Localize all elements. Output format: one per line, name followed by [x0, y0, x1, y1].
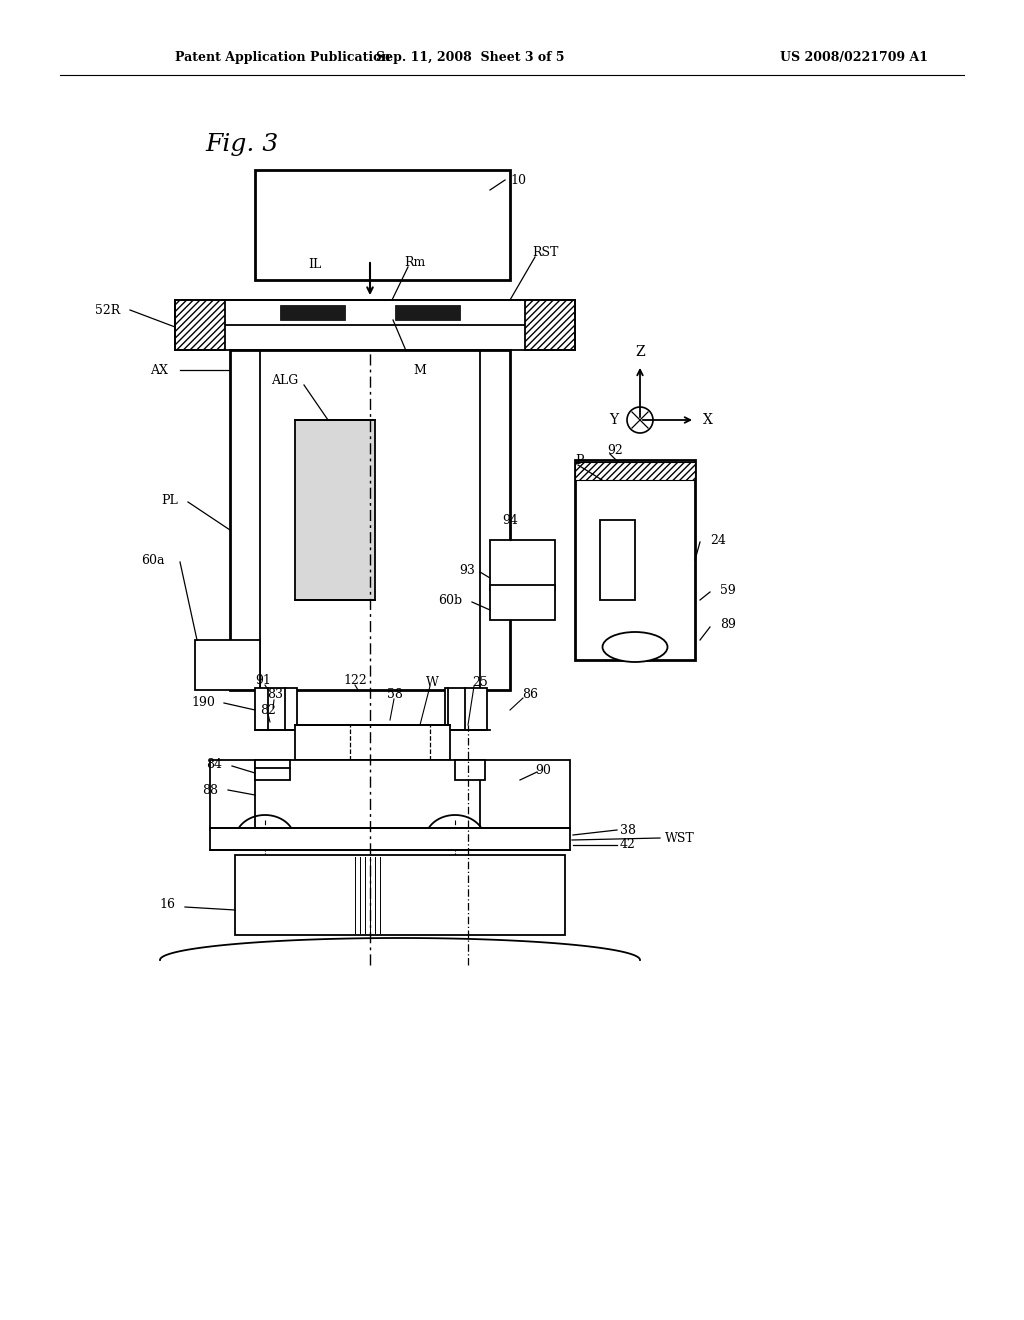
Text: 59: 59: [720, 583, 736, 597]
Text: ALG: ALG: [270, 374, 298, 387]
Text: M: M: [414, 363, 426, 376]
Bar: [255, 760, 290, 780]
Bar: [575, 459, 695, 660]
Text: Y: Y: [609, 413, 618, 426]
Text: Patent Application Publication: Patent Application Publication: [175, 51, 390, 65]
Bar: [255, 688, 297, 730]
Text: 84: 84: [206, 759, 222, 771]
Text: 82: 82: [260, 704, 275, 717]
Ellipse shape: [602, 632, 668, 663]
Text: 93: 93: [459, 564, 475, 577]
Text: Z: Z: [635, 345, 645, 359]
Bar: [445, 688, 487, 730]
Text: 58: 58: [387, 689, 402, 701]
Text: IL: IL: [308, 259, 322, 272]
Bar: [230, 350, 510, 690]
Text: 86: 86: [522, 689, 538, 701]
Bar: [234, 855, 565, 935]
Bar: [490, 540, 555, 590]
Text: Fig. 3: Fig. 3: [205, 133, 279, 157]
Text: 42: 42: [620, 838, 636, 851]
Bar: [575, 462, 695, 480]
Bar: [210, 760, 570, 830]
Bar: [455, 760, 485, 780]
Text: 91: 91: [255, 673, 271, 686]
Text: 60b: 60b: [438, 594, 462, 606]
Bar: [175, 300, 225, 350]
Text: US 2008/0221709 A1: US 2008/0221709 A1: [780, 51, 928, 65]
Bar: [280, 305, 345, 319]
Bar: [255, 170, 510, 280]
Text: Sep. 11, 2008  Sheet 3 of 5: Sep. 11, 2008 Sheet 3 of 5: [376, 51, 564, 65]
Bar: [175, 300, 575, 325]
Text: X: X: [703, 413, 713, 426]
Text: P: P: [575, 454, 585, 466]
Bar: [525, 300, 575, 350]
Text: 38: 38: [620, 824, 636, 837]
Text: 90: 90: [536, 763, 551, 776]
Bar: [395, 305, 460, 319]
Text: RST: RST: [531, 246, 558, 259]
Text: 122: 122: [343, 673, 367, 686]
Text: 10: 10: [510, 173, 526, 186]
Text: 83: 83: [267, 689, 283, 701]
Text: 52R: 52R: [95, 304, 120, 317]
Text: 94: 94: [502, 513, 518, 527]
Bar: [490, 585, 555, 620]
Text: 88: 88: [202, 784, 218, 796]
Text: Rm: Rm: [404, 256, 426, 268]
Bar: [210, 828, 570, 850]
Bar: [600, 520, 635, 601]
Text: 24: 24: [710, 533, 726, 546]
Text: 16: 16: [159, 899, 175, 912]
Text: 25: 25: [472, 676, 487, 689]
Text: WST: WST: [665, 832, 694, 845]
Text: AX: AX: [151, 363, 168, 376]
Bar: [195, 640, 260, 690]
Bar: [295, 420, 375, 601]
Text: 60a: 60a: [141, 553, 165, 566]
Bar: [295, 725, 450, 760]
Text: W: W: [426, 676, 438, 689]
Text: 89: 89: [720, 619, 736, 631]
Text: 92: 92: [607, 444, 623, 457]
Text: 190: 190: [191, 697, 215, 710]
Text: PL: PL: [161, 494, 178, 507]
